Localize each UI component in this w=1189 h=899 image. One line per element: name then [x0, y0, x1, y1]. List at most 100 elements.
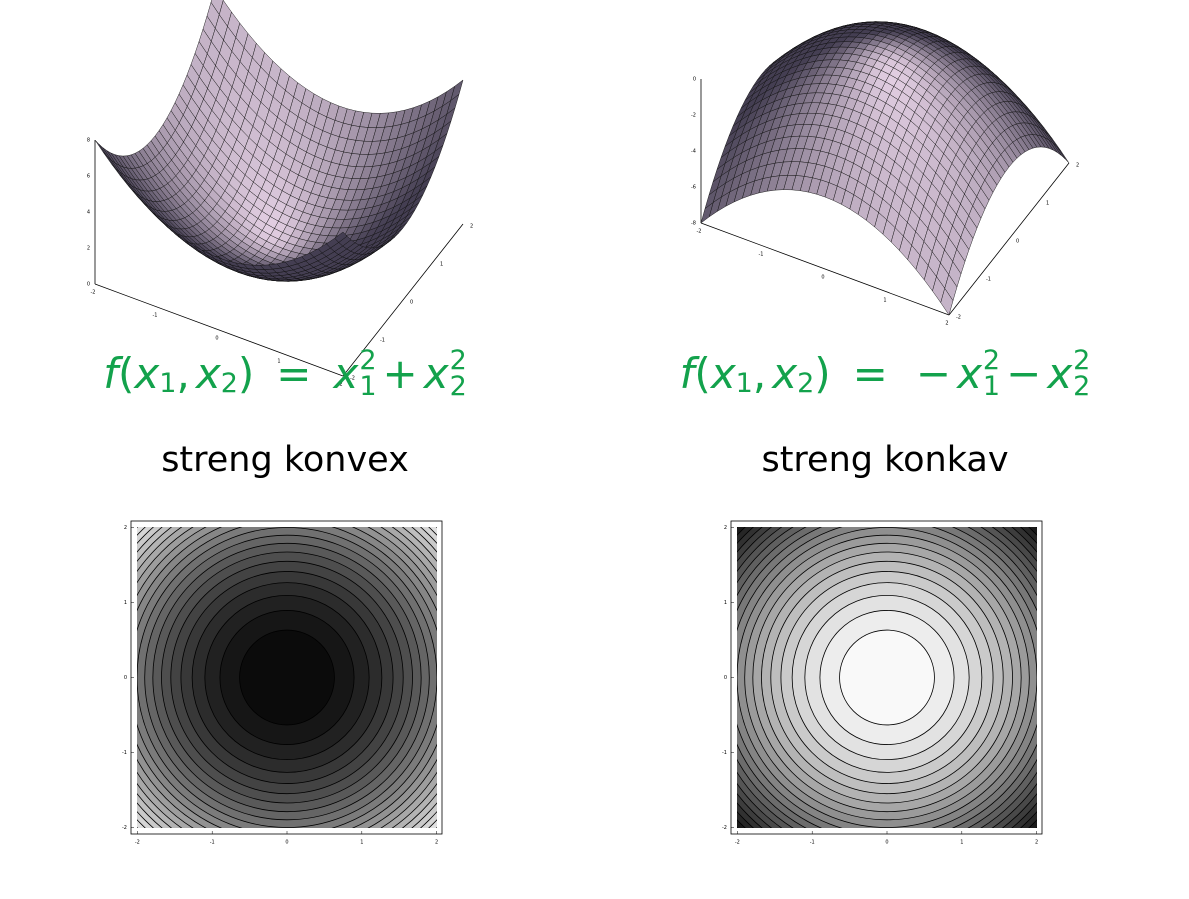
operator: −: [915, 348, 952, 398]
axis-edge: [342, 223, 464, 377]
separator: ,: [176, 348, 190, 398]
y-tick-label: 0: [410, 300, 413, 306]
z-tick-label: -4: [691, 149, 696, 155]
subscript: 2: [220, 368, 238, 400]
x-tick-label: -2: [91, 290, 96, 296]
surface-facet: [334, 231, 348, 243]
x-tick-label: 1: [360, 840, 363, 846]
x-tick-label: -1: [210, 840, 215, 846]
x-tick-label: 2: [945, 321, 948, 327]
z-tick-label: 0: [693, 77, 696, 83]
z-tick-label: -6: [691, 185, 696, 191]
superscript: 2: [359, 345, 377, 376]
z-tick-label: 0: [87, 282, 90, 288]
x-tick-label: 0: [885, 840, 888, 846]
axis-edge: [700, 222, 950, 316]
y-tick-label: 2: [124, 525, 127, 531]
superscript: 2: [449, 345, 467, 376]
y-tick-label: 0: [724, 675, 727, 681]
variable: x: [423, 348, 449, 398]
superscript: 2: [982, 345, 1001, 376]
z-tick-label: -2: [691, 113, 696, 119]
operator: +: [382, 348, 418, 398]
x-tick-label: -1: [153, 313, 158, 319]
paren: (: [118, 348, 135, 398]
y-tick-label: 2: [470, 224, 473, 230]
x-tick-label: 2: [339, 382, 342, 388]
x-tick-label: 1: [883, 298, 886, 304]
variable: x: [772, 348, 798, 398]
y-tick-label: 2: [724, 525, 727, 531]
x-tick-label: -1: [759, 252, 764, 258]
caption: streng konkav: [761, 440, 1009, 480]
variable: x: [957, 348, 982, 398]
subscript: 1: [159, 368, 177, 400]
axis-edge: [948, 162, 1070, 316]
x-tick-label: -2: [735, 840, 740, 846]
y-tick-label: -1: [122, 750, 127, 756]
y-tick-label: -2: [122, 825, 127, 831]
subscript: 2: [1073, 370, 1091, 402]
y-tick-label: -1: [722, 750, 727, 756]
x-tick-label: 0: [285, 840, 288, 846]
surface-facet: [94, 139, 108, 157]
surface-plot: -2 -1 0 1 2 -2 -1 0 1 2 0 2 4 6 8: [87, 0, 473, 388]
variable: x: [710, 348, 736, 398]
z-tick-label: 2: [87, 246, 90, 252]
contour-plot: -2 -1 0 1 2 -2 -1 0 1 2: [122, 520, 443, 846]
function-name: f: [103, 348, 119, 398]
y-tick-label: -2: [956, 315, 961, 321]
equals: =: [276, 348, 312, 398]
y-tick-label: 1: [1046, 201, 1049, 207]
x-tick-label: -2: [697, 229, 702, 235]
formula: f(x 1, x 2) = − x 2 1− x 2 2: [679, 345, 1091, 402]
z-tick-label: -8: [691, 221, 696, 227]
y-tick-label: 0: [1016, 239, 1019, 245]
y-tick-label: 0: [124, 675, 127, 681]
contour-area: [737, 527, 1037, 828]
axis-edge: [94, 283, 344, 377]
x-tick-label: 0: [821, 275, 824, 281]
paren: (: [694, 348, 711, 398]
contour-plot: -2 -1 0 1 2 -2 -1 0 1 2: [722, 520, 1043, 846]
y-tick-label: 1: [724, 600, 727, 606]
z-tick-label: 4: [87, 210, 90, 216]
surface-plot: -2 -1 0 1 2 -2 -1 0 1 2 0 -2 -4 -6 -8: [691, 21, 1079, 327]
z-tick-label: 6: [87, 174, 90, 180]
z-tick-label: 8: [87, 138, 90, 144]
variable: x: [1047, 348, 1073, 398]
variable: x: [134, 348, 160, 398]
x-tick-label: -2: [135, 840, 140, 846]
x-tick-label: 1: [960, 840, 963, 846]
y-tick-label: 1: [440, 262, 443, 268]
subscript: 2: [797, 368, 815, 400]
x-tick-label: -1: [810, 840, 815, 846]
variable: x: [195, 348, 221, 398]
y-tick-label: 1: [124, 600, 127, 606]
superscript: 2: [1073, 345, 1091, 376]
caption: streng konvex: [161, 440, 409, 480]
formula: f(x 1, x 2) = x 2 1 + x 2 2: [103, 345, 467, 402]
x-tick-label: 1: [277, 359, 280, 365]
x-tick-label: 0: [215, 336, 218, 342]
x-tick-label: 2: [435, 840, 438, 846]
contour-band: [239, 629, 335, 726]
paren: ): [237, 348, 255, 398]
paren: ): [814, 348, 831, 398]
function-name: f: [679, 348, 695, 398]
separator: ,: [752, 348, 767, 398]
subscript: 1: [359, 370, 377, 402]
variable: x: [333, 348, 359, 398]
y-tick-label: -1: [986, 277, 991, 283]
y-tick-label: -1: [380, 338, 385, 344]
subscript: 2: [449, 370, 467, 402]
operator: −: [1006, 348, 1042, 398]
y-tick-label: -2: [722, 825, 727, 831]
x-tick-label: 2: [1035, 840, 1038, 846]
subscript: 1: [982, 370, 1001, 402]
